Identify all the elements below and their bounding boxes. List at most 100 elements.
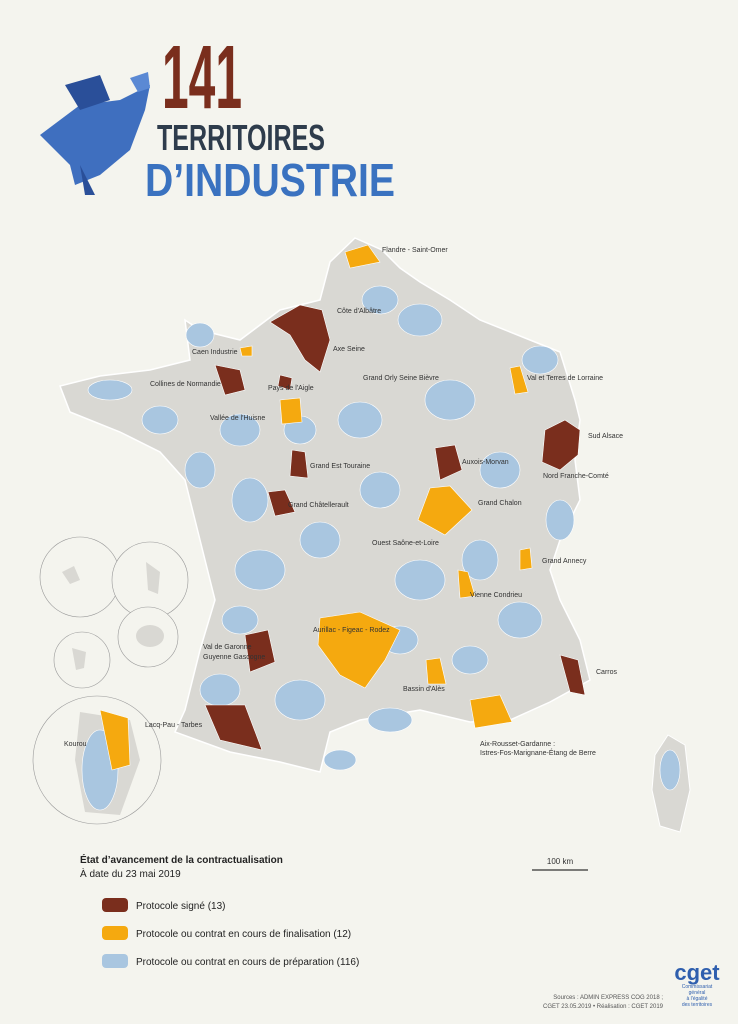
territory-label: Carros <box>596 669 618 676</box>
territory <box>361 285 399 315</box>
territory-label: Nord Franche-Comté <box>543 473 609 480</box>
scale-label: 100 km <box>547 857 574 866</box>
territory-label: Caen Industrie <box>192 349 238 356</box>
territory <box>221 605 259 635</box>
territory <box>279 397 303 425</box>
territory-label: Grand Est Touraine <box>310 463 370 470</box>
territory <box>394 559 446 601</box>
territory-label: Vallée de l'Huisne <box>210 415 265 422</box>
territory-label: Aix-Rousset-Gardanne : <box>480 741 555 748</box>
territory-label: Vienne Condrieu <box>470 592 522 599</box>
territory <box>323 749 357 771</box>
martinique <box>146 562 160 594</box>
territory <box>425 657 447 685</box>
territory-label: Guyenne Gascogne <box>203 654 265 661</box>
territory <box>337 401 383 439</box>
territory <box>185 322 215 348</box>
territory-label: Flandre - Saint-Omer <box>382 247 448 254</box>
territory <box>344 244 381 269</box>
header-line2: D’INDUSTRIE <box>145 154 395 206</box>
territory <box>424 379 476 421</box>
territory-label: Val de Garonne <box>203 644 252 651</box>
territory <box>417 485 473 536</box>
territory <box>457 569 476 599</box>
territory <box>299 521 341 559</box>
legend-date: À date du 23 mai 2019 <box>80 867 181 880</box>
territory-label: Axe Seine <box>333 346 365 353</box>
territory-label: Kourou <box>64 741 87 748</box>
reunion <box>136 625 164 647</box>
legend-swatch <box>102 954 128 968</box>
territory <box>397 303 443 337</box>
territory-label: Grand Annecy <box>542 558 587 565</box>
france <box>58 237 591 773</box>
legend-label: Protocole ou contrat en cours de finalis… <box>136 929 351 940</box>
territory <box>521 345 559 375</box>
territory-label: Grand Châtellerault <box>288 502 349 509</box>
territory <box>269 304 331 373</box>
territory <box>541 419 581 471</box>
territory <box>545 499 575 541</box>
territory-label: Grand Chalon <box>478 500 522 507</box>
basemap <box>32 237 691 833</box>
territory <box>239 345 253 357</box>
territory-label: Grand Orly Seine Bièvre <box>363 375 439 382</box>
territory <box>479 451 521 489</box>
guadeloupe <box>62 566 80 584</box>
territory <box>204 704 263 751</box>
logo-subtitle-line: des territoires <box>682 1002 713 1008</box>
rooster-logo <box>40 72 150 195</box>
territory <box>184 451 216 489</box>
territory <box>519 547 533 571</box>
territory <box>469 694 513 729</box>
territory <box>367 707 413 733</box>
legend-swatch <box>102 898 128 912</box>
territory <box>99 709 131 771</box>
legend-label: Protocole signé (13) <box>136 901 226 912</box>
sources: Sources : ADMIN EXPRESS COG 2018 ; <box>553 995 663 1001</box>
territory <box>87 379 133 401</box>
territory-label: Val et Terres de Lorraine <box>527 375 603 382</box>
territory-label: Collines de Normandie <box>150 381 221 388</box>
territory <box>267 489 296 517</box>
logo-subtitle-line: général <box>689 990 706 996</box>
legend-label: Protocole ou contrat en cours de prépara… <box>136 957 359 968</box>
legend-title: État d’avancement de la contractualisati… <box>80 853 283 866</box>
territory <box>509 365 529 395</box>
logo-subtitle-line: Commissariat <box>682 984 713 990</box>
header-number: 141 <box>162 28 242 128</box>
territory <box>451 645 489 675</box>
territory-label: Lacq-Pau - Tarbes <box>145 722 203 729</box>
territory <box>659 749 681 791</box>
territory <box>244 629 276 673</box>
territory-label: Pays de l'Aigle <box>268 385 314 392</box>
territory <box>231 477 269 523</box>
territory <box>317 611 401 689</box>
territory <box>219 413 261 447</box>
territory-label: Sud Alsace <box>588 433 623 440</box>
territory <box>234 549 286 591</box>
logo-subtitle-line: à l'égalité <box>687 996 708 1002</box>
territory <box>359 471 401 509</box>
territory-labels: Flandre - Saint-Omer Côte d'Albâtre Caen I… <box>64 247 623 757</box>
territory <box>497 601 543 639</box>
territory-label: Aurillac - Figeac - Rodez <box>313 627 390 634</box>
territories <box>81 244 681 811</box>
territory <box>277 374 293 391</box>
territory <box>274 679 326 721</box>
territory <box>461 539 499 581</box>
inset-guadeloupe <box>39 536 121 618</box>
territory <box>214 364 246 396</box>
territory-label: Bassin d'Alès <box>403 686 445 693</box>
territory-label: Côte d'Albâtre <box>337 308 381 315</box>
header-line1: TERRITOIRES <box>157 117 325 158</box>
legend-swatch <box>102 926 128 940</box>
territory <box>141 405 179 435</box>
territory <box>559 654 586 696</box>
logo-name: cget <box>674 960 720 985</box>
territory <box>434 444 463 481</box>
territory <box>289 449 309 479</box>
sources: CGET 23.05.2019 • Réalisation : CGET 201… <box>543 1004 664 1010</box>
